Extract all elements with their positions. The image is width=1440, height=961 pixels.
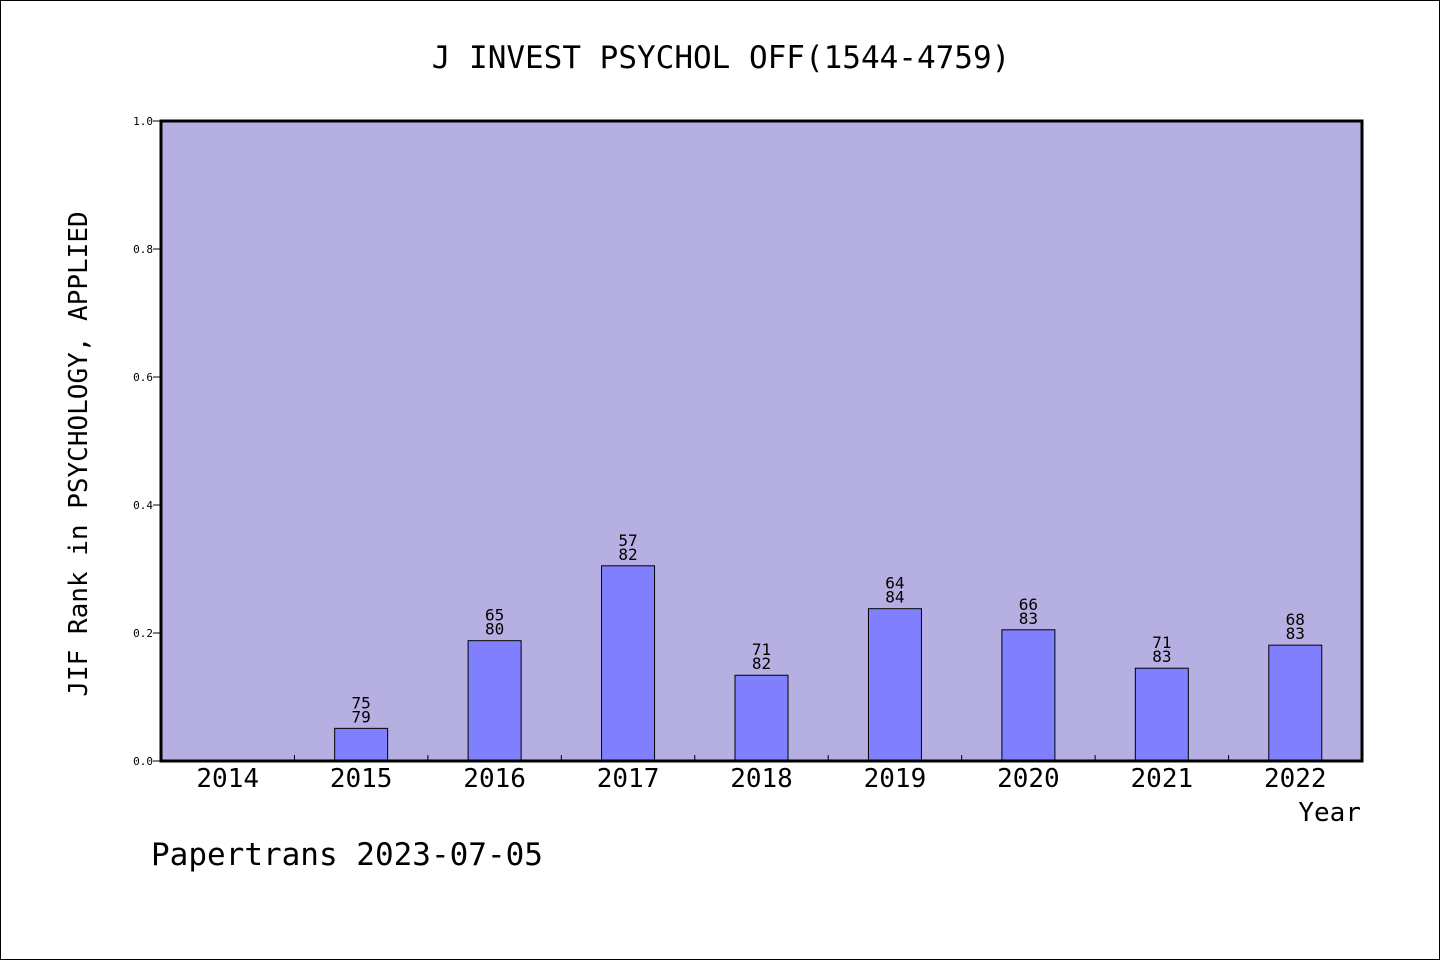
bar-label-rank: 65 — [485, 606, 504, 625]
ticks-layer: 0.0 0.2 0.4 0.6 0.8 1.0 2014 2015 2016 2017 2018 20… — [133, 115, 1326, 794]
chart-title: J INVEST PSYCHOL OFF(1544-4759) — [432, 40, 1011, 76]
bar-label-total: 83 — [1286, 624, 1305, 643]
y-tick-label: 0.8 — [133, 243, 153, 256]
x-tick-label: 2020 — [997, 764, 1060, 794]
bar-label-total: 83 — [1152, 647, 1171, 666]
bar-2020 — [1001, 629, 1056, 762]
y-tick-label: 1.0 — [133, 115, 153, 128]
bar-label-total: 82 — [752, 654, 771, 673]
y-tick-label: 0.0 — [133, 755, 153, 768]
bar-label-rank: 57 — [618, 531, 637, 550]
bar-2015 — [334, 727, 389, 762]
bar-2022 — [1268, 644, 1323, 762]
bar-label-rank: 71 — [1152, 633, 1171, 652]
x-tick-label: 2021 — [1131, 764, 1194, 794]
bar-label-total: 83 — [1019, 609, 1038, 628]
bar-label-rank: 75 — [352, 693, 371, 712]
bar-label-rank: 71 — [752, 640, 771, 659]
bar-2016 — [467, 640, 522, 762]
x-tick-label: 2019 — [864, 764, 927, 794]
y-axis-label: JIF Rank in PSYCHOLOGY, APPLIED — [64, 211, 94, 696]
y-tick-label: 0.2 — [133, 627, 153, 640]
bar-2019 — [867, 608, 922, 762]
x-axis-label: Year — [1298, 798, 1361, 828]
bar-label-total: 82 — [618, 545, 637, 564]
plot-border — [159, 119, 1364, 763]
x-tick-label: 2016 — [463, 764, 526, 794]
bar-label-total: 80 — [485, 620, 504, 639]
y-tick-label: 0.4 — [133, 499, 153, 512]
bar-label-total: 84 — [885, 588, 904, 607]
x-tick-label: 2015 — [330, 764, 393, 794]
bar-label-rank: 68 — [1286, 610, 1305, 629]
bar-2018 — [734, 674, 789, 762]
y-tick-label: 0.6 — [133, 371, 153, 384]
x-tick-label: 2014 — [196, 764, 259, 794]
plot-area — [161, 121, 1362, 761]
bar-label-rank: 66 — [1019, 595, 1038, 614]
x-tick-label: 2022 — [1264, 764, 1327, 794]
bar-2021 — [1134, 667, 1189, 762]
bar-label-rank: 64 — [885, 574, 904, 593]
footer-text: Papertrans 2023-07-05 — [151, 837, 543, 873]
bar-2017 — [601, 565, 656, 762]
x-tick-label: 2018 — [730, 764, 793, 794]
x-tick-label: 2017 — [597, 764, 660, 794]
bar-label-total: 79 — [352, 707, 371, 726]
